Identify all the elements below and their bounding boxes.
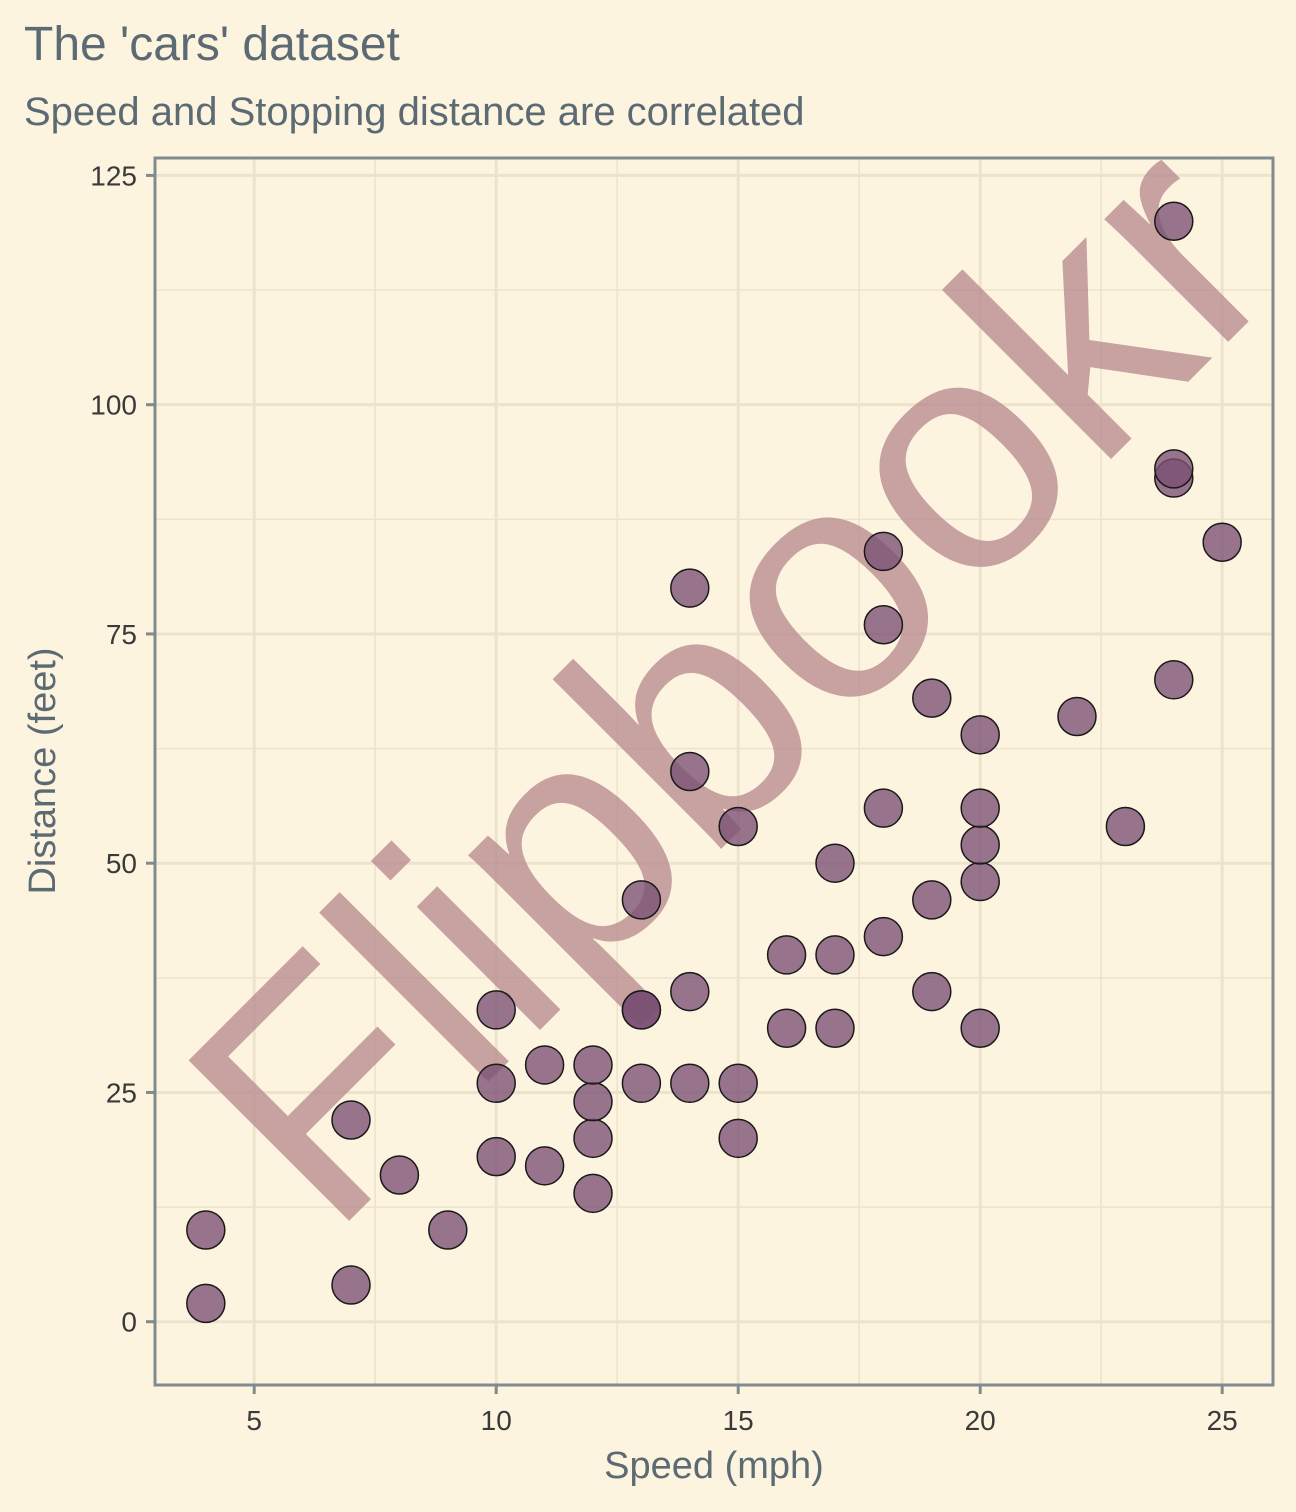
data-point: [670, 751, 710, 792]
data-point: [815, 1008, 855, 1049]
data-point: [573, 1173, 613, 1214]
x-tick-label: 5: [246, 1405, 262, 1436]
data-point: [670, 971, 710, 1012]
data-point: [912, 678, 952, 718]
data-point: [960, 788, 1000, 828]
data-point: [428, 1210, 468, 1250]
data-point: [331, 1265, 371, 1305]
data-point: [524, 1146, 565, 1186]
data-point: [476, 1136, 516, 1177]
data-point: [573, 1045, 613, 1085]
data-point: [863, 916, 904, 957]
data-point: [815, 935, 855, 975]
data-point: [476, 990, 516, 1030]
data-point: [1154, 660, 1194, 700]
tick-labels: 5 10 15 20 25 0 25 50 75 100 125: [90, 160, 1237, 1436]
data-point: [573, 1081, 613, 1122]
data-point: [960, 825, 1000, 865]
data-point: [766, 1008, 807, 1049]
data-point: [621, 1063, 662, 1104]
chart-title: The 'cars' dataset: [24, 18, 400, 71]
x-tick-label: 15: [723, 1405, 754, 1436]
data-point: [670, 1063, 710, 1104]
data-point: [863, 531, 904, 572]
y-tick-label: 0: [121, 1307, 137, 1338]
data-point: [766, 935, 807, 975]
data-point: [912, 880, 952, 920]
y-tick-label: 25: [106, 1077, 137, 1108]
data-point: [718, 1063, 758, 1104]
x-tick-label: 20: [965, 1405, 996, 1436]
grid-lines: [155, 158, 1273, 1385]
y-tick-label: 75: [106, 619, 137, 650]
data-point: [815, 843, 855, 883]
data-point: [863, 605, 904, 645]
x-axis-title: Speed (mph): [604, 1445, 824, 1487]
data-point: [718, 806, 758, 847]
data-point: [379, 1155, 420, 1195]
data-point: [1105, 806, 1146, 847]
data-point: [1057, 696, 1097, 737]
data-point: [670, 568, 710, 608]
data-point: [186, 1283, 226, 1324]
data-points: [186, 201, 1242, 1324]
data-point: [960, 861, 1000, 902]
data-point: [331, 1100, 371, 1140]
data-point: [863, 788, 904, 828]
data-point: [573, 1118, 613, 1159]
chart-subtitle: Speed and Stopping distance are correlat…: [24, 90, 805, 134]
data-point: [1154, 201, 1194, 242]
data-point: [621, 880, 662, 920]
y-tick-label: 125: [90, 160, 137, 191]
data-point: [524, 1045, 565, 1085]
y-tick-label: 100: [90, 390, 137, 421]
data-point: [912, 971, 952, 1012]
data-point: [1154, 449, 1194, 489]
data-point: [718, 1118, 758, 1159]
data-point: [476, 1063, 516, 1104]
y-axis-title: Distance (feet): [22, 647, 64, 894]
data-point: [621, 990, 662, 1030]
data-point: [1202, 522, 1242, 562]
data-point: [186, 1210, 226, 1250]
x-tick-label: 25: [1207, 1405, 1238, 1436]
axes: [146, 156, 1275, 1394]
y-tick-label: 50: [106, 848, 137, 879]
data-point: [960, 715, 1000, 755]
x-tick-label: 10: [481, 1405, 512, 1436]
plot-frame: [153, 156, 1275, 1387]
data-point: [960, 1008, 1000, 1049]
